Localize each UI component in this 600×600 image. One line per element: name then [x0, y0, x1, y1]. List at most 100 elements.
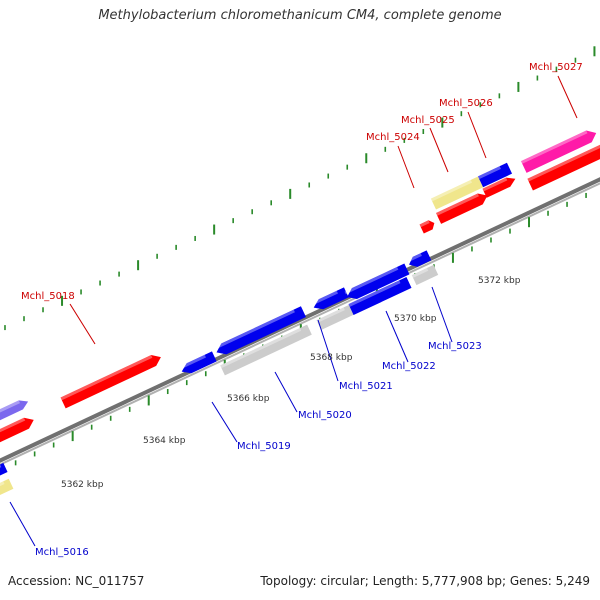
gene-blue-5022[interactable]: [348, 276, 412, 316]
gene-label-mchl-5016[interactable]: Mchl_5016: [35, 547, 89, 558]
gene-label-mchl-5023[interactable]: Mchl_5023: [428, 341, 482, 352]
kbp-labels: 5362 kbp 5364 kbp 5366 kbp 5368 kbp 5370…: [61, 276, 521, 490]
gene-label-mchl-5026[interactable]: Mchl_5026: [439, 98, 493, 109]
gene-arrow-body: [0, 417, 34, 446]
gene-arrow-highlight: [411, 267, 429, 278]
gene-arrow-highlight: [0, 400, 21, 417]
gene-arrow-body: [316, 303, 356, 331]
gene-mchl-5020[interactable]: [213, 306, 307, 358]
gene-grey-5020[interactable]: [220, 324, 312, 376]
leader-mchl-5027: [557, 75, 578, 119]
gene-red-left[interactable]: [0, 414, 36, 446]
gene-arrow-body: [521, 130, 597, 173]
gene-arrow-body: [419, 220, 435, 234]
gene-label-mchl-5020[interactable]: Mchl_5020: [298, 410, 352, 421]
gene-arrow-body: [60, 355, 161, 409]
leader-mchl-5021: [317, 319, 339, 382]
tick-marks: [4, 46, 596, 466]
gene-arrow-highlight: [527, 144, 600, 182]
gene-arrow-highlight: [220, 328, 302, 369]
gene-arrow-highlight: [436, 193, 479, 216]
gene-mchl-5019[interactable]: [179, 351, 217, 376]
leader-mchl-5026: [467, 111, 487, 159]
gene-arrow-highlight: [406, 253, 422, 263]
gene-red-5027[interactable]: [527, 141, 600, 191]
gene-arrow-highlight: [60, 355, 153, 401]
gene-arrow-body: [313, 287, 349, 310]
leader-mchl-5023: [431, 286, 453, 343]
gene-arrow-body: [482, 177, 516, 198]
leader-mchl-5018: [69, 303, 96, 345]
gene-khaki-5025[interactable]: [430, 176, 484, 210]
gene-arrow-body: [181, 351, 217, 374]
gene-arrow-highlight: [348, 280, 401, 307]
gene-arrow-body: [348, 276, 412, 316]
gene-arrow-highlight: [0, 481, 5, 490]
kbp-label: 5364 kbp: [143, 436, 186, 446]
leader-mchl-5024: [397, 145, 415, 189]
gene-arrow-body: [527, 144, 600, 191]
leader-mchl-5025: [429, 127, 449, 173]
gene-label-mchl-5022[interactable]: Mchl_5022: [382, 361, 436, 372]
gene-arrow-highlight: [179, 354, 206, 370]
gene-arrow-body: [430, 176, 484, 210]
gene-mchl-5027[interactable]: [521, 127, 599, 173]
gene-mchl-5025[interactable]: [436, 190, 490, 224]
genome-title: Methylobacterium chloromethanicum CM4, c…: [98, 8, 502, 23]
leader-mchl-5020: [274, 371, 298, 413]
gene-arrow-highlight: [316, 307, 345, 323]
gene-label-mchl-5025[interactable]: Mchl_5025: [401, 115, 455, 126]
leader-mchl-5022: [385, 310, 409, 363]
genome-backbone: [0, 177, 600, 466]
label-leader-lines: [9, 75, 578, 547]
gene-mchl-5023[interactable]: [406, 250, 432, 269]
gene-arrow-body: [0, 462, 8, 476]
gene-arrow-body: [411, 264, 439, 286]
leader-mchl-5019: [211, 401, 238, 443]
gene-arrow-body: [409, 250, 432, 267]
gene-label-mchl-5027[interactable]: Mchl_5027: [529, 62, 583, 73]
gene-labels: Mchl_5016 Mchl_5018 Mchl_5019 Mchl_5020 …: [21, 62, 583, 558]
gene-mchl-5022[interactable]: [344, 263, 410, 303]
gene-red-5026[interactable]: [482, 174, 517, 198]
kbp-label: 5368 kbp: [310, 353, 353, 363]
gene-arrow-highlight: [419, 220, 430, 228]
accession-text: Accession: NC_011757: [8, 574, 145, 588]
gene-arrow-highlight: [482, 177, 508, 192]
gene-grey-5023[interactable]: [411, 264, 439, 286]
leader-mchl-5016: [9, 501, 36, 547]
kbp-label: 5366 kbp: [227, 394, 270, 404]
gene-arrow-highlight: [0, 417, 26, 438]
gene-arrow-body: [477, 162, 513, 188]
gene-arrow-body: [436, 193, 488, 224]
gene-label-mchl-5024[interactable]: Mchl_5024: [366, 132, 420, 143]
gene-arrow-body: [347, 263, 410, 300]
gene-label-mchl-5019[interactable]: Mchl_5019: [237, 441, 291, 452]
gene-mchl-5024[interactable]: [419, 219, 437, 234]
gene-arrow-body: [216, 306, 307, 355]
gene-mchl-5021[interactable]: [311, 287, 349, 312]
genome-summary-text: Topology: circular; Length: 5,777,908 bp…: [260, 574, 590, 588]
gene-arrow-body: [0, 400, 29, 424]
gene-arrow-highlight: [477, 166, 501, 180]
gene-arrow-body: [0, 478, 14, 498]
gene-features: [0, 127, 600, 498]
gene-label-mchl-5021[interactable]: Mchl_5021: [339, 381, 393, 392]
gene-arrow-body: [220, 324, 312, 376]
kbp-label: 5362 kbp: [61, 480, 104, 490]
gene-khaki-5016[interactable]: [0, 478, 14, 498]
kbp-label: 5370 kbp: [394, 314, 437, 324]
gene-mchl-5026[interactable]: [477, 162, 513, 188]
gene-mchl-5018[interactable]: [60, 352, 164, 409]
gene-mchl-5016[interactable]: [0, 462, 8, 477]
gene-label-mchl-5018[interactable]: Mchl_5018: [21, 291, 75, 302]
gene-arrow-highlight: [311, 290, 338, 306]
kbp-label: 5372 kbp: [478, 276, 521, 286]
gene-arrow-highlight: [430, 179, 473, 202]
gene-slate-left[interactable]: [0, 397, 30, 424]
gene-grey-5021[interactable]: [316, 303, 356, 331]
gene-arrow-highlight: [521, 130, 588, 164]
gene-arrow-highlight: [213, 309, 295, 350]
